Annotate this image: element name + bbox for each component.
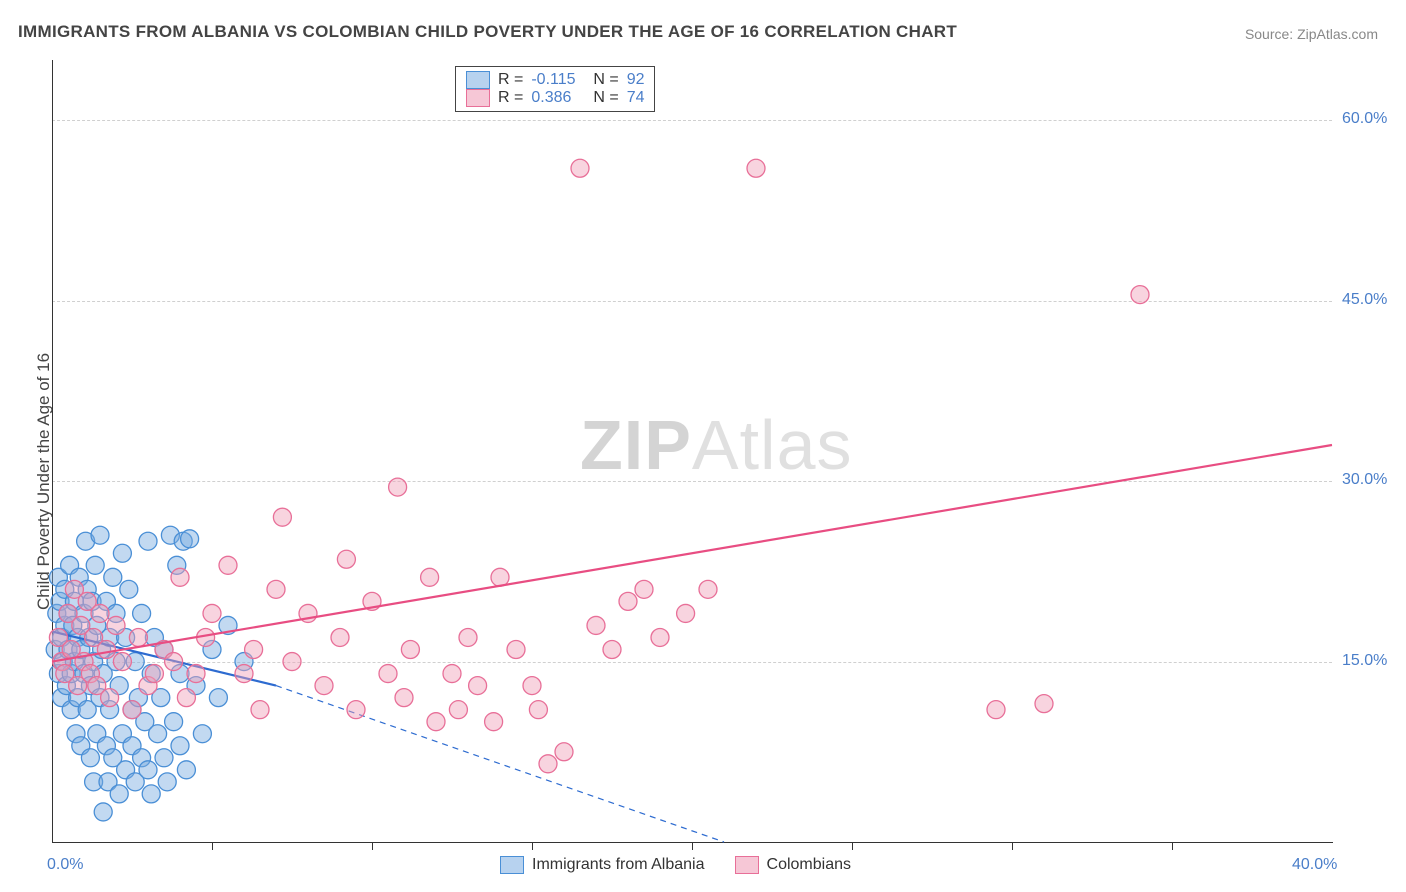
r-value-colombians: 0.386 — [531, 89, 585, 107]
legend-row-albania: R = -0.115 N = 92 — [466, 71, 644, 89]
data-point-albania — [104, 568, 122, 586]
data-point-colombians — [1035, 695, 1053, 713]
data-point-colombians — [421, 568, 439, 586]
data-point-colombians — [171, 568, 189, 586]
data-point-colombians — [555, 743, 573, 761]
data-point-colombians — [603, 641, 621, 659]
swatch-colombians-bottom — [735, 856, 759, 874]
data-point-colombians — [539, 755, 557, 773]
data-point-albania — [155, 749, 173, 767]
data-point-colombians — [337, 550, 355, 568]
swatch-albania — [466, 71, 490, 89]
data-point-colombians — [401, 641, 419, 659]
data-point-colombians — [331, 628, 349, 646]
data-point-colombians — [699, 580, 717, 598]
data-point-albania — [133, 604, 151, 622]
data-point-colombians — [651, 628, 669, 646]
data-point-colombians — [379, 665, 397, 683]
legend-row-colombians: R = 0.386 N = 74 — [466, 89, 644, 107]
data-point-colombians — [273, 508, 291, 526]
data-point-colombians — [587, 616, 605, 634]
data-point-colombians — [571, 159, 589, 177]
data-point-colombians — [187, 665, 205, 683]
data-point-albania — [91, 526, 109, 544]
data-point-colombians — [469, 677, 487, 695]
data-point-albania — [149, 725, 167, 743]
data-point-colombians — [283, 653, 301, 671]
data-point-colombians — [267, 580, 285, 598]
swatch-albania-bottom — [500, 856, 524, 874]
data-point-colombians — [389, 478, 407, 496]
data-point-colombians — [107, 616, 125, 634]
data-point-colombians — [177, 689, 195, 707]
data-point-albania — [110, 785, 128, 803]
data-point-albania — [139, 761, 157, 779]
n-label: N = — [593, 89, 618, 107]
data-point-albania — [171, 737, 189, 755]
data-point-albania — [81, 749, 99, 767]
data-point-colombians — [395, 689, 413, 707]
data-point-albania — [139, 532, 157, 550]
data-point-colombians — [91, 604, 109, 622]
data-point-colombians — [203, 604, 221, 622]
bottom-legend-colombians: Colombians — [735, 856, 851, 874]
data-point-albania — [158, 773, 176, 791]
data-point-colombians — [523, 677, 541, 695]
data-point-albania — [181, 530, 199, 548]
data-point-colombians — [1131, 286, 1149, 304]
data-point-albania — [120, 580, 138, 598]
data-point-colombians — [347, 701, 365, 719]
data-point-colombians — [315, 677, 333, 695]
data-point-colombians — [987, 701, 1005, 719]
data-point-colombians — [113, 653, 131, 671]
data-point-colombians — [507, 641, 525, 659]
n-label: N = — [593, 71, 618, 89]
data-point-colombians — [101, 689, 119, 707]
plot-svg — [0, 0, 1392, 882]
data-point-colombians — [747, 159, 765, 177]
data-point-colombians — [245, 641, 263, 659]
trend-line-colombians — [52, 445, 1332, 662]
data-point-colombians — [459, 628, 477, 646]
data-point-colombians — [251, 701, 269, 719]
data-point-colombians — [165, 653, 183, 671]
data-point-albania — [86, 556, 104, 574]
data-point-colombians — [619, 592, 637, 610]
data-point-colombians — [219, 556, 237, 574]
n-value-colombians: 74 — [627, 89, 645, 107]
data-point-colombians — [485, 713, 503, 731]
data-point-albania — [94, 803, 112, 821]
n-value-albania: 92 — [627, 71, 645, 89]
correlation-legend: R = -0.115 N = 92 R = 0.386 N = 74 — [455, 66, 655, 112]
bottom-legend-albania: Immigrants from Albania — [500, 856, 705, 874]
data-point-albania — [142, 785, 160, 803]
r-value-albania: -0.115 — [531, 71, 585, 89]
data-point-colombians — [129, 628, 147, 646]
data-point-colombians — [529, 701, 547, 719]
data-point-albania — [165, 713, 183, 731]
data-point-colombians — [449, 701, 467, 719]
data-point-colombians — [635, 580, 653, 598]
data-point-colombians — [677, 604, 695, 622]
data-point-colombians — [443, 665, 461, 683]
r-label: R = — [498, 89, 523, 107]
bottom-legend-albania-label: Immigrants from Albania — [532, 856, 705, 874]
r-label: R = — [498, 71, 523, 89]
data-point-colombians — [235, 665, 253, 683]
bottom-legend: Immigrants from Albania Colombians — [500, 856, 851, 874]
data-point-albania — [209, 689, 227, 707]
trend-line-dash-albania — [276, 686, 724, 842]
data-point-albania — [193, 725, 211, 743]
data-point-albania — [113, 544, 131, 562]
bottom-legend-colombians-label: Colombians — [767, 856, 851, 874]
data-point-colombians — [145, 665, 163, 683]
data-point-colombians — [97, 641, 115, 659]
data-point-colombians — [123, 701, 141, 719]
swatch-colombians — [466, 89, 490, 107]
data-point-albania — [177, 761, 195, 779]
data-point-colombians — [427, 713, 445, 731]
